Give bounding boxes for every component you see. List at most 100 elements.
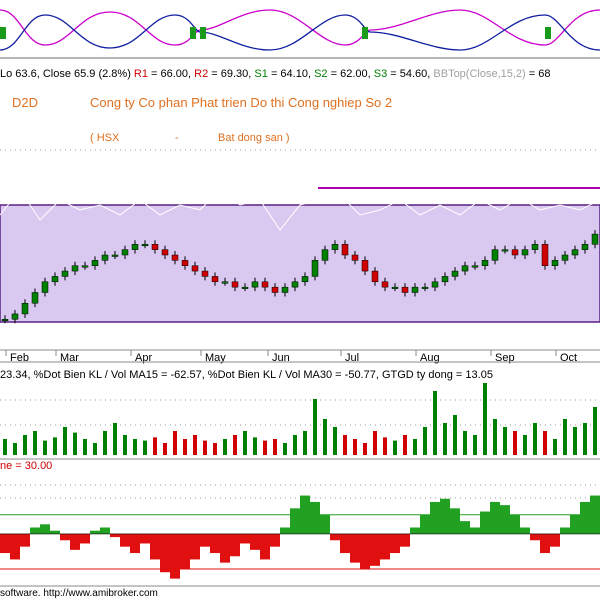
candle	[201, 270, 209, 277]
oscillator-bar	[120, 533, 130, 547]
volume-bar	[583, 423, 587, 455]
volume-bar	[563, 419, 567, 455]
oscillator-bar	[310, 501, 320, 534]
volume-title: 23.34, %Dot Bien KL / Vol MA15 = -62.57,…	[0, 369, 493, 381]
stats: Lo 63.6, Close 65.9 (2.8%)	[0, 68, 134, 80]
oscillator-bar	[490, 501, 500, 534]
candle	[281, 286, 289, 293]
volume-bar	[433, 391, 437, 455]
oscillator-title: ne = 30.00	[0, 460, 52, 472]
candle	[21, 302, 29, 315]
candle	[421, 286, 429, 289]
candle	[571, 249, 579, 256]
candle	[111, 254, 119, 257]
volume-bar	[333, 427, 337, 455]
month-label: Aug	[420, 352, 440, 364]
oscillator-bar	[270, 533, 280, 547]
month-label: Jul	[345, 352, 359, 364]
oscillator-bar	[360, 533, 370, 570]
oscillator-bar	[40, 524, 50, 534]
candle	[31, 292, 39, 304]
month-label: Mar	[60, 352, 79, 364]
oscillator-bar	[280, 527, 290, 534]
volume-bar	[463, 431, 467, 455]
footer: software. http://www.amibroker.com	[0, 588, 158, 599]
candle	[121, 249, 129, 256]
oscillator-bar	[550, 533, 560, 547]
volume-bar	[493, 419, 497, 455]
oscillator-bar	[250, 533, 260, 550]
candle	[391, 286, 399, 289]
oscillator-bar	[480, 511, 490, 534]
oscillator-bar	[540, 533, 550, 554]
month-label: Sep	[495, 352, 515, 364]
candle	[441, 276, 449, 283]
oscillator-bar	[580, 501, 590, 534]
volume-bar	[243, 431, 247, 455]
oscillator-bar	[440, 498, 450, 534]
oscillator-bar	[190, 533, 200, 560]
oscillator-bar	[410, 527, 420, 534]
candle	[551, 260, 559, 266]
level-name: BBTop(Close,15,2)	[433, 68, 525, 80]
oscillator-bar	[470, 527, 480, 534]
volume-bar	[183, 439, 187, 455]
candle	[591, 233, 599, 245]
oscillator-bar	[140, 533, 150, 544]
candle	[561, 254, 569, 261]
volume-bar	[453, 415, 457, 455]
oscillator-bar	[70, 533, 80, 550]
candle	[361, 260, 369, 272]
top-strip	[0, 9, 600, 59]
level-name: R1	[134, 68, 148, 80]
volume-bar	[233, 435, 237, 455]
oscillator-bar	[110, 533, 120, 538]
level-value: = 69.30,	[208, 68, 254, 80]
oscillator-bar	[160, 533, 170, 573]
volume-bar	[303, 431, 307, 455]
volume-bar	[43, 440, 47, 455]
candle	[511, 249, 519, 256]
price-header: Lo 63.6, Close 65.9 (2.8%) R1 = 66.00, R…	[0, 68, 551, 80]
level-value: = 66.00,	[148, 68, 194, 80]
candle	[181, 260, 189, 266]
oscillator-bar	[500, 505, 510, 534]
candle	[401, 286, 409, 293]
volume-chart: 23.34, %Dot Bien KL / Vol MA15 = -62.57,…	[0, 369, 600, 455]
volume-bar	[93, 443, 97, 455]
volume-bar	[213, 443, 217, 455]
oscillator-bar	[90, 530, 100, 534]
oscillator-bar	[20, 533, 30, 547]
oscillator-bar	[80, 533, 90, 544]
month-label: May	[205, 352, 226, 364]
candle	[481, 260, 489, 266]
oscillator-chart: ne = 30.00	[0, 460, 600, 579]
volume-bar	[313, 399, 317, 455]
candle	[171, 254, 179, 261]
level-value: = 54.60,	[387, 68, 433, 80]
candle	[51, 276, 59, 283]
volatility-line	[0, 189, 600, 231]
oscillator-bar	[390, 533, 400, 554]
oscillator-bar	[230, 533, 240, 557]
candle	[471, 265, 479, 268]
separator: -	[175, 132, 179, 144]
candle	[271, 286, 279, 293]
candle	[151, 244, 159, 250]
oscillator-bar	[100, 527, 110, 534]
oscillator-bar	[320, 514, 330, 534]
price-chart: Feb Mar Apr May Jun Jul Aug Sep Oct	[1, 230, 599, 364]
volume-bar	[193, 435, 197, 455]
volume-bar	[293, 435, 297, 455]
volume-bar	[253, 437, 257, 455]
volume-bar	[473, 435, 477, 455]
volume-bar	[423, 427, 427, 455]
volume-bar	[373, 431, 377, 455]
level-name: S1	[254, 68, 267, 80]
volume-bar	[503, 427, 507, 455]
volume-bar	[23, 435, 27, 455]
volume-bar	[163, 443, 167, 455]
candle	[331, 244, 339, 250]
candle	[131, 244, 139, 250]
candle	[71, 265, 79, 272]
